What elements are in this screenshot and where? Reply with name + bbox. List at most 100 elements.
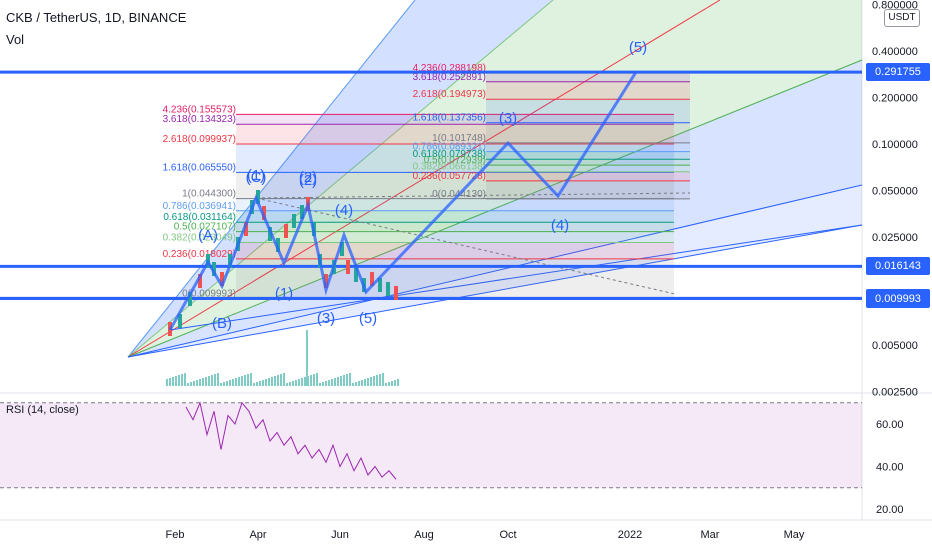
volume-bar xyxy=(220,383,222,386)
fib-b-label-7: 0.5(0.072939) xyxy=(424,155,486,166)
candle-23 xyxy=(340,242,344,256)
price-tag-3: 0.009993 xyxy=(866,289,930,308)
volume-bar xyxy=(367,378,369,386)
volume-bar xyxy=(385,383,387,386)
dashed-trend-1 xyxy=(255,192,691,199)
rsi-line xyxy=(185,401,397,480)
volume-bar xyxy=(328,380,330,386)
volume-bar xyxy=(361,380,363,386)
fib-b-band-5 xyxy=(486,151,690,160)
fib-a-label-10: 0(0.009993) xyxy=(182,289,236,300)
volume-bar xyxy=(208,376,210,386)
fan-line-5 xyxy=(127,224,863,358)
price-tick-5: 0.025000 xyxy=(872,232,918,244)
fib-a-band-6 xyxy=(236,222,674,232)
volume-spike xyxy=(306,330,308,386)
candle-11 xyxy=(256,190,260,204)
volume-bar xyxy=(232,379,234,386)
volume-bar xyxy=(202,378,204,386)
fib-b-band-3 xyxy=(486,122,690,143)
volume-bar xyxy=(313,374,315,386)
candle-9 xyxy=(244,222,248,236)
fib-a-label-1: 3.618(0.134323) xyxy=(163,114,236,125)
candle-29 xyxy=(386,282,390,296)
candle-2 xyxy=(188,292,192,306)
wave-label-12: (5) xyxy=(629,39,647,56)
volume-bar xyxy=(169,378,171,386)
fib-b-band-6 xyxy=(486,159,690,166)
candle-30 xyxy=(394,286,398,300)
volume-bar xyxy=(196,380,198,386)
fan-line-4 xyxy=(127,184,863,358)
volume-bar xyxy=(226,381,228,386)
fib-a-label-6: 0.618(0.031164) xyxy=(163,212,236,223)
volume-bar xyxy=(340,376,342,386)
volume-bar xyxy=(346,374,348,386)
time-tick-0: Feb xyxy=(166,529,185,541)
volume-bar xyxy=(229,380,231,386)
volume-bar xyxy=(172,377,174,386)
volume-bar xyxy=(235,378,237,386)
volume-bar xyxy=(184,373,186,386)
volume-label: Vol xyxy=(6,32,25,47)
fib-b-label-2: 2.618(0.194973) xyxy=(413,89,486,100)
volume-bar xyxy=(370,377,372,386)
volume-bar xyxy=(382,373,384,386)
time-tick-4: Oct xyxy=(499,529,516,541)
volume-bar xyxy=(277,375,279,386)
price-tick-2: 0.200000 xyxy=(872,93,918,105)
volume-bar xyxy=(190,382,192,386)
volume-bar xyxy=(337,377,339,386)
volume-bar xyxy=(343,375,345,386)
volume-bar xyxy=(379,374,381,386)
volume-bar xyxy=(223,382,225,386)
fib-a-label-7: 0.5(0.027107) xyxy=(174,222,236,233)
volume-bar xyxy=(178,375,180,386)
time-tick-1: Apr xyxy=(249,529,266,541)
fib-b-label-1: 3.618(0.252891) xyxy=(413,72,486,83)
time-tick-6: Mar xyxy=(701,529,720,541)
price-tick-7: 0.002500 xyxy=(872,386,918,398)
fib-b-label-3: 1.618(0.137356) xyxy=(413,113,486,124)
price-tick-3: 0.100000 xyxy=(872,139,918,151)
wave-label-0: (A) xyxy=(198,227,218,244)
wave-label-6: (4) xyxy=(335,202,353,219)
volume-bar xyxy=(322,382,324,386)
symbol-title: CKB / TetherUS, 1D, BINANCE xyxy=(6,10,187,25)
candle-16 xyxy=(292,214,296,228)
volume-bar xyxy=(289,382,291,386)
volume-bar xyxy=(247,374,249,386)
price-tick-4: 0.050000 xyxy=(872,186,918,198)
fib-a-band-3 xyxy=(236,172,674,199)
currency-button[interactable]: USDT xyxy=(884,9,920,27)
wave-label-8: (1) xyxy=(247,167,265,184)
fib-a-band-5 xyxy=(236,210,674,223)
fib-a-label-5: 0.786(0.036941) xyxy=(163,201,236,212)
volume-bar xyxy=(193,381,195,386)
candle-1 xyxy=(178,314,182,328)
volume-bar xyxy=(364,379,366,386)
volume-bar xyxy=(283,373,285,386)
volume-bar xyxy=(253,383,255,386)
rsi-tick-0: 60.00 xyxy=(876,419,904,431)
fib-b-label-0: 4.236(0.288198) xyxy=(413,63,486,74)
fib-a-label-0: 4.236(0.155573) xyxy=(163,104,236,115)
wave-label-4: (2) xyxy=(299,172,317,189)
fan-base-line xyxy=(169,224,863,331)
volume-bar xyxy=(334,378,336,386)
fib-a-label-3: 1.618(0.065550) xyxy=(163,162,236,173)
fib-b-label-9: 0.236(0.057728) xyxy=(413,171,486,182)
volume-bar xyxy=(187,383,189,386)
fib-b-band-0 xyxy=(486,72,690,82)
wave-label-10: (3) xyxy=(499,110,517,127)
volume-bar xyxy=(394,380,396,386)
candle-15 xyxy=(284,224,288,238)
wave-label-1: (B) xyxy=(212,315,232,332)
fib-a-label-8: 0.382(0.023049) xyxy=(163,232,236,243)
wave-label-9: (2) xyxy=(299,169,317,186)
volume-bar xyxy=(199,379,201,386)
volume-bar xyxy=(292,381,294,386)
volume-bar xyxy=(319,383,321,386)
time-tick-5: 2022 xyxy=(618,529,642,541)
